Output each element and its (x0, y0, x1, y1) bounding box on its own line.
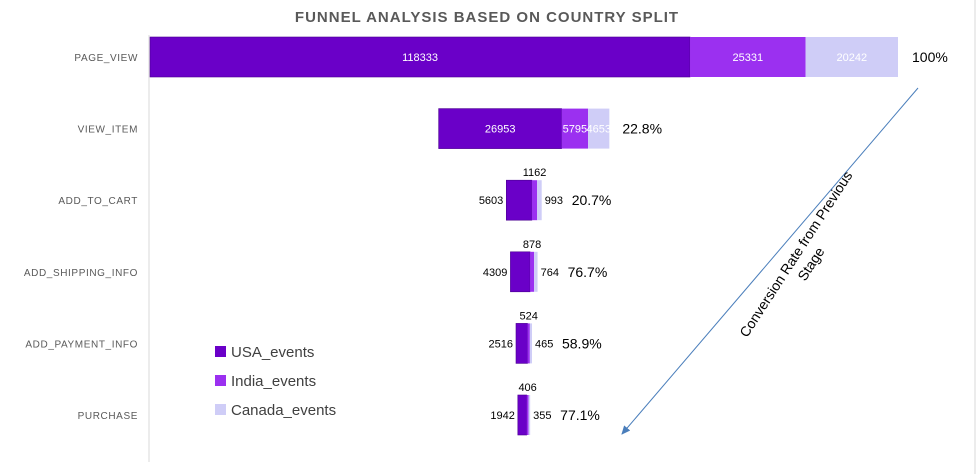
category-label: ADD_PAYMENT_INFO (25, 339, 138, 350)
legend-label: USA_events (231, 344, 314, 361)
bar-segment-usa-events (510, 251, 531, 293)
bar-segment-canada-events (529, 323, 532, 364)
bar-segment-canada-events (537, 180, 542, 221)
bar-segment-usa-events (515, 323, 528, 364)
data-label: 355 (533, 410, 551, 422)
data-label: 2516 (489, 338, 513, 350)
chart-title: FUNNEL ANALYSIS BASED ON COUNTRY SPLIT (295, 9, 679, 26)
category-label: ADD_TO_CART (58, 196, 138, 207)
bar-segment-canada-events (528, 395, 531, 435)
data-label: 524 (520, 310, 538, 322)
conversion-rate-label: 20.7% (572, 192, 612, 208)
conversion-rate-label: 76.7% (568, 264, 608, 280)
data-label: 465 (535, 338, 553, 350)
bar-segment-india-events (690, 37, 806, 77)
conversion-arrow (621, 87, 919, 435)
legend-swatch (215, 346, 226, 357)
data-label: 25331 (733, 52, 764, 64)
category-label: ADD_SHIPPING_INFO (24, 268, 138, 279)
legend: USA_events India_events Canada_events (215, 344, 336, 419)
bar-segment-india-events (561, 108, 589, 149)
data-label: 5795 (563, 124, 587, 136)
value-labels: 118333 25331 20242 26953 5795 4653 5603 1162 993… (402, 52, 867, 422)
data-label: 20242 (837, 52, 868, 64)
legend-swatch (215, 404, 226, 415)
data-label: 26953 (485, 124, 516, 136)
data-label: 764 (541, 267, 559, 279)
bar-segment-usa-events (149, 36, 691, 78)
data-label: 406 (518, 382, 536, 394)
bar-segment-canada-events (805, 37, 898, 77)
funnel-bars (149, 36, 898, 436)
data-label: 4653 (586, 124, 610, 136)
data-label: 118333 (402, 52, 438, 64)
category-label: VIEW_ITEM (78, 125, 138, 136)
conversion-rate-annotation: Conversion Rate from PreviousStage (736, 168, 870, 350)
conversion-rate-label: 100% (912, 49, 948, 65)
conversion-rate-labels: 100% 22.8% 20.7% 76.7% 58.9% 77.1% (560, 49, 948, 423)
data-label: 878 (523, 239, 541, 251)
data-label: 993 (545, 195, 563, 207)
conversion-rate-label: 58.9% (562, 335, 602, 351)
legend-label: India_events (231, 373, 316, 390)
legend-label: Canada_events (231, 402, 336, 419)
bar-segment-canada-events (534, 251, 538, 292)
bar-segment-india-events (530, 251, 535, 292)
bar-segment-usa-events (517, 394, 527, 436)
bar-segment-usa-events (438, 108, 562, 149)
category-labels: PAGE_VIEW VIEW_ITEM ADD_TO_CART ADD_SHIPPIN… (24, 53, 138, 422)
bar-segment-canada-events (588, 108, 610, 149)
legend-swatch (215, 375, 226, 386)
bar-segment-india-events (527, 323, 530, 364)
conversion-rate-label: 22.8% (622, 121, 662, 137)
bar-segment-india-events (526, 395, 529, 435)
conversion-rate-label: 77.1% (560, 407, 600, 423)
category-label: PURCHASE (78, 411, 138, 422)
data-label: 1162 (523, 167, 547, 179)
data-label: 4309 (483, 267, 507, 279)
data-label: 1942 (490, 410, 514, 422)
bar-segment-usa-events (505, 179, 533, 221)
annotation-line: Conversion Rate from Previous (736, 168, 855, 340)
data-label: 5603 (479, 195, 503, 207)
category-label: PAGE_VIEW (74, 53, 138, 64)
bar-segment-india-events (531, 180, 538, 221)
